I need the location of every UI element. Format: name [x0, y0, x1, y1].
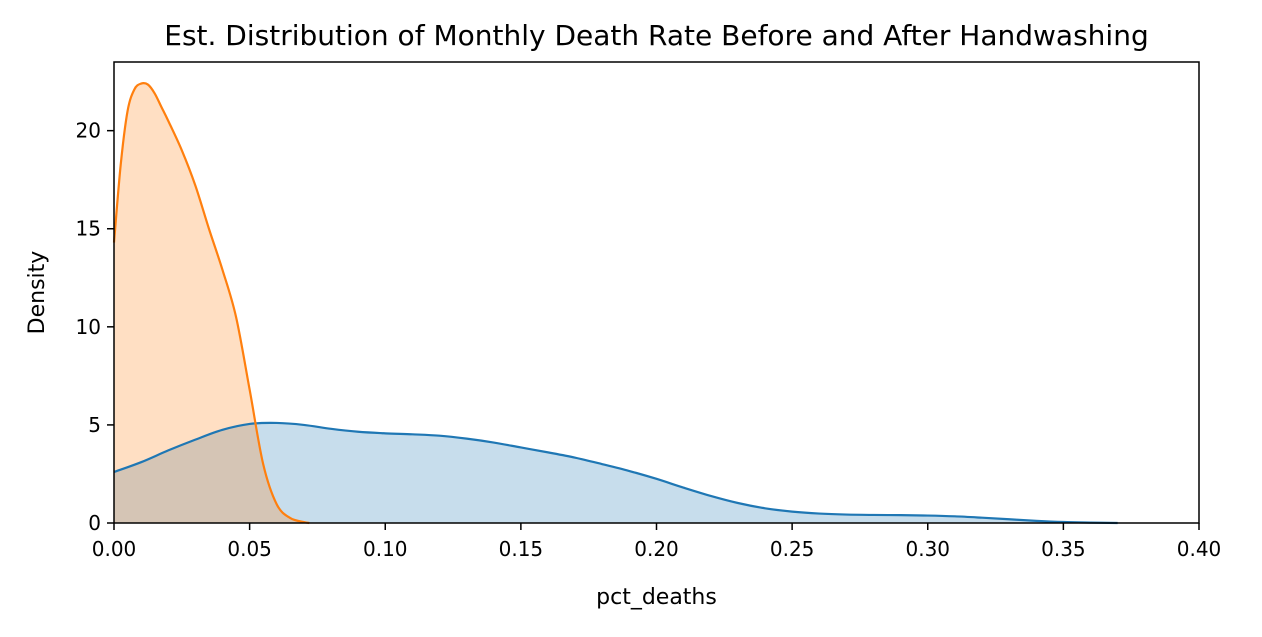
y-axis-label: Density — [25, 251, 50, 335]
x-tick-label: 0.30 — [905, 537, 950, 561]
y-tick-label: 15 — [76, 217, 101, 241]
x-tick-label: 0.15 — [499, 537, 544, 561]
x-tick-label: 0.40 — [1177, 537, 1222, 561]
x-axis-ticks: 0.00 0.05 0.10 0.15 0.20 0.25 0.30 0.35 0.40 — [92, 523, 1222, 561]
chart-title: Est. Distribution of Monthly Death Rate … — [164, 19, 1148, 52]
y-tick-label: 10 — [76, 315, 101, 339]
x-tick-label: 0.20 — [634, 537, 679, 561]
y-tick-label: 5 — [88, 413, 101, 437]
density-fills — [114, 83, 1118, 523]
x-tick-label: 0.00 — [92, 537, 137, 561]
x-tick-label: 0.10 — [363, 537, 408, 561]
y-tick-label: 20 — [76, 119, 101, 143]
y-tick-label: 0 — [88, 511, 101, 535]
x-tick-label: 0.25 — [770, 537, 815, 561]
y-axis-ticks: 0 5 10 15 20 — [76, 119, 114, 535]
x-axis-label: pct_deaths — [596, 585, 717, 610]
x-tick-label: 0.35 — [1041, 537, 1086, 561]
x-tick-label: 0.05 — [227, 537, 272, 561]
